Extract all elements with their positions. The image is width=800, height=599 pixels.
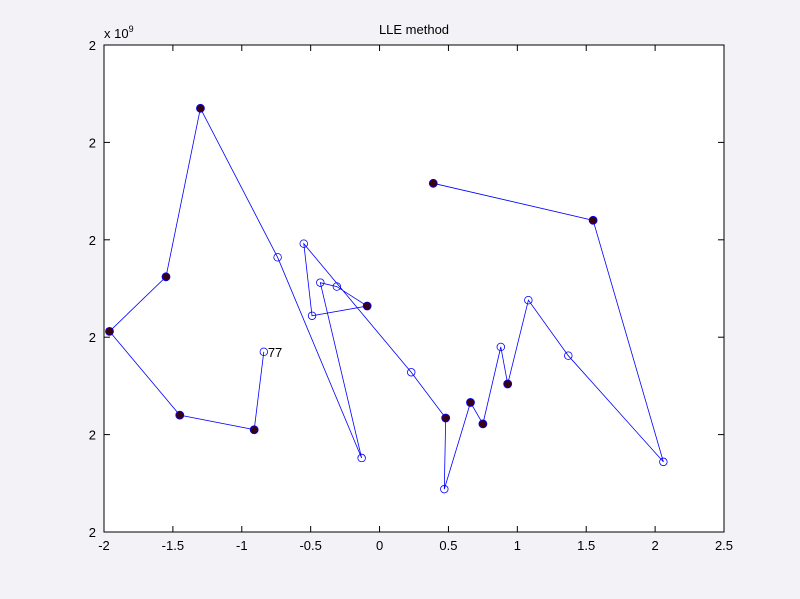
y-tick-label: 2 xyxy=(89,525,96,540)
data-point-filled xyxy=(196,103,205,113)
y-tick-label: 2 xyxy=(89,135,96,150)
y-tick-label: 2 xyxy=(89,330,96,345)
x-tick-label: 1 xyxy=(514,538,521,553)
y-exponent-label: x 109 xyxy=(104,24,134,41)
data-point-filled xyxy=(362,301,372,311)
axes-layer: -2 -1.5 -1 -0.5 0 0.5 1 1.5 2 2.5 2 2 2 2 2 2 xyxy=(89,38,733,553)
point-annotation: 77 xyxy=(268,345,282,360)
x-tick-label: 0.5 xyxy=(439,538,457,553)
data-point-filled xyxy=(441,413,451,423)
y-exponent-base: x 10 xyxy=(104,26,129,41)
y-tick-label: 2 xyxy=(89,233,96,248)
data-point-open xyxy=(357,453,366,463)
x-tick-label: 0 xyxy=(376,538,383,553)
data-point-filled xyxy=(478,419,488,429)
chart-title: LLE method xyxy=(379,22,449,37)
data-point-open xyxy=(299,239,308,248)
data-point-filled xyxy=(161,272,171,282)
data-point-open xyxy=(273,253,282,262)
x-tick-label: -1 xyxy=(236,538,248,553)
plot-area xyxy=(103,44,725,533)
x-tick-label: 2 xyxy=(651,538,658,553)
data-point-open xyxy=(659,457,668,467)
data-point-open xyxy=(316,278,325,287)
x-tick-label: -0.5 xyxy=(299,538,321,553)
data-point-open xyxy=(440,484,449,494)
data-point-open xyxy=(307,311,317,320)
data-point-filled xyxy=(175,410,185,420)
data-point-open xyxy=(564,351,573,360)
data-point-filled xyxy=(105,326,114,336)
data-point-filled xyxy=(503,379,513,389)
series-layer: 77 xyxy=(105,103,668,494)
data-point-filled xyxy=(466,398,475,407)
data-point-open xyxy=(332,282,342,291)
x-tick-label: -2 xyxy=(98,538,110,553)
data-point-filled xyxy=(428,178,438,188)
x-tick-label: -1.5 xyxy=(162,538,184,553)
data-point-open xyxy=(407,368,416,377)
data-point-open xyxy=(259,347,269,357)
x-tick-label: 2.5 xyxy=(715,538,733,553)
y-tick-label: 2 xyxy=(89,38,96,53)
data-point-filled xyxy=(588,215,598,225)
data-point-open xyxy=(496,342,505,352)
y-tick-label: 2 xyxy=(89,428,96,443)
y-exponent-power: 9 xyxy=(129,24,134,34)
x-tick-label: 1.5 xyxy=(577,538,595,553)
data-point-open xyxy=(524,295,533,305)
data-point-filled xyxy=(249,425,259,435)
